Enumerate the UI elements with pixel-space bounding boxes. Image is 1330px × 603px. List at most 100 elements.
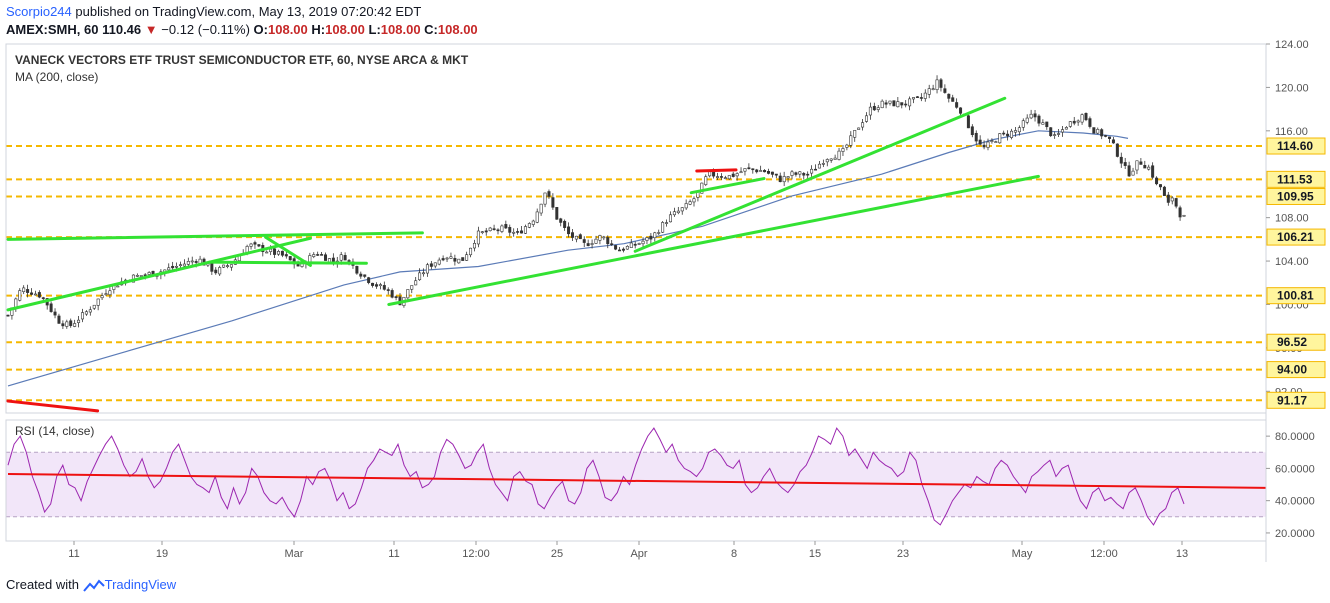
candle[interactable] <box>782 176 786 183</box>
candle[interactable] <box>53 311 57 316</box>
candle[interactable] <box>602 236 606 239</box>
rsi-pane[interactable] <box>6 427 1267 526</box>
candle[interactable] <box>896 101 900 108</box>
candle[interactable] <box>1010 130 1014 138</box>
candle[interactable] <box>265 251 269 254</box>
candle[interactable] <box>790 171 794 176</box>
candle[interactable] <box>280 250 284 256</box>
candle[interactable] <box>26 289 30 293</box>
candle[interactable] <box>449 256 453 259</box>
price-pane[interactable] <box>6 75 1266 413</box>
candle[interactable] <box>331 257 335 262</box>
candle[interactable] <box>970 126 974 136</box>
candle[interactable] <box>139 275 143 277</box>
candle[interactable] <box>888 100 892 104</box>
red-trendline[interactable] <box>695 168 738 173</box>
candle[interactable] <box>425 264 429 274</box>
candle[interactable] <box>578 234 582 240</box>
candle[interactable] <box>672 211 676 216</box>
candle[interactable] <box>492 228 496 230</box>
candle[interactable] <box>845 144 849 148</box>
candle[interactable] <box>567 226 571 235</box>
green-trendline[interactable] <box>633 96 1007 253</box>
candle[interactable] <box>598 235 602 241</box>
candle[interactable] <box>978 139 982 145</box>
candle[interactable] <box>774 173 778 176</box>
candle[interactable] <box>73 323 77 327</box>
candle[interactable] <box>178 264 182 266</box>
candle[interactable] <box>520 230 524 234</box>
candle[interactable] <box>763 170 767 173</box>
candle[interactable] <box>676 210 680 214</box>
ma200-line[interactable] <box>7 130 1129 387</box>
candle[interactable] <box>688 201 692 205</box>
candle[interactable] <box>80 312 84 320</box>
candle[interactable] <box>500 225 504 232</box>
candle[interactable] <box>1115 143 1119 157</box>
green-trendline[interactable] <box>6 231 424 241</box>
candle[interactable] <box>218 267 222 275</box>
candle[interactable] <box>563 220 567 228</box>
candle[interactable] <box>657 232 661 234</box>
candle[interactable] <box>371 282 375 286</box>
candle[interactable] <box>1182 215 1186 217</box>
candle[interactable] <box>755 169 759 173</box>
candle[interactable] <box>512 231 516 234</box>
candle[interactable] <box>194 261 198 263</box>
candle[interactable] <box>1178 207 1182 218</box>
candle[interactable] <box>982 144 986 148</box>
candle[interactable] <box>378 284 382 287</box>
candle[interactable] <box>837 150 841 160</box>
candle[interactable] <box>743 168 747 172</box>
candle[interactable] <box>951 97 955 102</box>
candle[interactable] <box>1170 197 1174 202</box>
candle[interactable] <box>994 141 998 143</box>
candle[interactable] <box>919 97 923 99</box>
candle[interactable] <box>339 254 343 261</box>
candle[interactable] <box>363 274 367 277</box>
candle[interactable] <box>1041 122 1045 125</box>
candle[interactable] <box>484 230 488 233</box>
red-trendline[interactable] <box>6 399 100 413</box>
candle[interactable] <box>798 171 802 175</box>
candle[interactable] <box>1017 127 1021 133</box>
candle[interactable] <box>1108 136 1112 139</box>
candle[interactable] <box>825 159 829 163</box>
candle[interactable] <box>422 272 426 275</box>
candle[interactable] <box>861 122 865 128</box>
candle[interactable] <box>327 258 331 263</box>
candle[interactable] <box>610 243 614 245</box>
candle[interactable] <box>288 256 292 261</box>
candle[interactable] <box>1123 162 1127 166</box>
candle[interactable] <box>437 259 441 265</box>
candle[interactable] <box>880 100 884 109</box>
candle[interactable] <box>853 130 857 138</box>
candle[interactable] <box>770 171 774 175</box>
candle[interactable] <box>904 103 908 106</box>
green-trendline[interactable] <box>208 260 368 265</box>
candle[interactable] <box>6 314 10 317</box>
candle[interactable] <box>943 88 947 93</box>
candle[interactable] <box>543 192 547 205</box>
candle[interactable] <box>582 239 586 243</box>
candle[interactable] <box>680 207 684 212</box>
candle[interactable] <box>445 257 449 260</box>
candle[interactable] <box>810 168 814 174</box>
candle[interactable] <box>57 315 61 324</box>
candle[interactable] <box>1045 121 1049 128</box>
candle[interactable] <box>857 127 861 130</box>
green-trendline[interactable] <box>264 235 312 267</box>
candle[interactable] <box>190 260 194 263</box>
candle[interactable] <box>382 285 386 290</box>
candle[interactable] <box>959 107 963 114</box>
candle[interactable] <box>100 295 104 299</box>
candle[interactable] <box>723 177 727 179</box>
candle[interactable] <box>931 88 935 90</box>
candle[interactable] <box>1143 165 1147 169</box>
candle[interactable] <box>390 290 394 298</box>
candle[interactable] <box>465 254 469 261</box>
candle[interactable] <box>927 88 931 95</box>
candle[interactable] <box>637 243 641 245</box>
candle[interactable] <box>868 106 872 116</box>
candle[interactable] <box>1037 115 1041 124</box>
